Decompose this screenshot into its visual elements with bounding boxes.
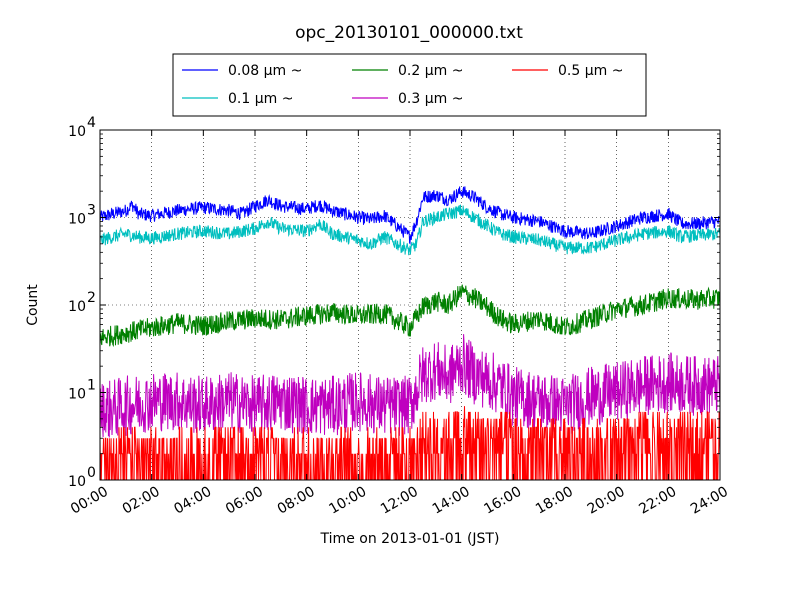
legend-label: 0.5 μm ~: [558, 63, 623, 79]
y-tick-label: 10: [68, 299, 86, 315]
x-axis-label: Time on 2013-01-01 (JST): [320, 531, 500, 547]
y-tick-exponent: 3: [87, 203, 96, 219]
y-tick-exponent: 2: [87, 290, 96, 306]
series-line: [100, 406, 720, 480]
legend-box: [172, 53, 647, 117]
series-layer: [100, 186, 720, 480]
legend: 0.08 μm ~ 0.1 μm ~ 0.2 μm ~ 0.3 μm ~ 0.5 μm …: [172, 53, 647, 117]
y-tick-label: 10: [68, 124, 86, 140]
y-tick-label: 10: [68, 387, 86, 403]
legend-label: 0.3 μm ~: [398, 91, 463, 107]
series-line: [100, 284, 720, 348]
series-line: [100, 204, 720, 256]
chart-title: opc_20130101_000000.txt: [295, 23, 523, 43]
y-axis-label: Count: [25, 284, 41, 326]
y-tick-exponent: 1: [87, 378, 96, 394]
y-tick-exponent: 4: [87, 115, 96, 131]
legend-label: 0.1 μm ~: [228, 91, 293, 107]
y-tick-label: 10: [68, 212, 86, 228]
y-tick-exponent: 0: [87, 465, 96, 481]
legend-label: 0.2 μm ~: [398, 63, 463, 79]
legend-label: 0.08 μm ~: [228, 63, 302, 79]
ticks: [99, 129, 721, 481]
series-line: [100, 334, 720, 438]
series-line: [100, 186, 720, 245]
y-tick-label: 10: [68, 474, 86, 490]
